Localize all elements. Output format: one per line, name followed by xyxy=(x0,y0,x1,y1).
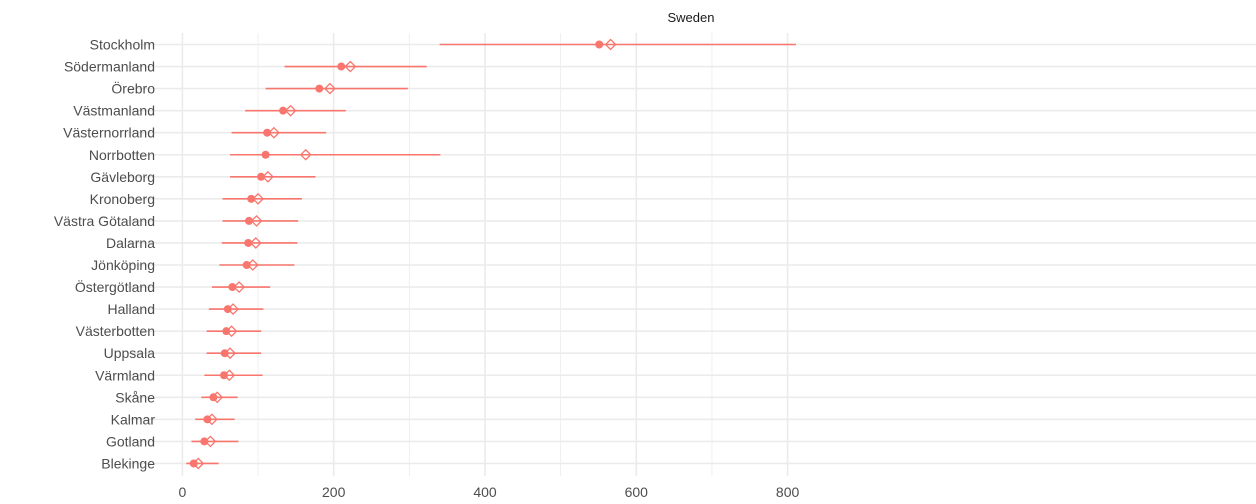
point-estimate-dot xyxy=(257,172,266,181)
x-tick-label: 400 xyxy=(473,484,497,500)
point-estimate-dot xyxy=(200,437,209,446)
x-tick-label: 800 xyxy=(776,484,800,500)
y-tick-label: Västra Götaland xyxy=(54,213,155,229)
point-estimate-dot xyxy=(261,150,270,159)
x-axis-labels: 0 200 400 600 800 xyxy=(179,484,800,500)
plot-marks xyxy=(186,38,796,470)
chart-title: Sweden xyxy=(668,10,715,25)
diamond-estimate-marker xyxy=(246,259,259,271)
grid xyxy=(128,33,1256,476)
diamond-estimate-marker xyxy=(284,104,297,117)
y-tick-label: Östergötland xyxy=(75,278,155,295)
y-tick-label: Blekinge xyxy=(101,455,155,471)
diamond-estimate-marker xyxy=(223,369,236,382)
diamond-estimate-marker xyxy=(224,347,236,360)
diamond-estimate-marker xyxy=(323,82,336,95)
diamond-estimate-marker xyxy=(261,170,274,183)
point-estimate-dot xyxy=(315,84,324,93)
diamond-estimate-marker xyxy=(604,38,617,51)
y-tick-label: Kronoberg xyxy=(90,191,155,207)
point-estimate-dot xyxy=(595,40,604,49)
diamond-estimate-marker xyxy=(344,60,357,73)
x-tick-label: 200 xyxy=(322,484,346,500)
y-tick-label: Norrbotten xyxy=(89,147,155,163)
diamond-estimate-marker xyxy=(299,148,312,161)
point-estimate-dot xyxy=(247,194,256,203)
diamond-estimate-marker xyxy=(233,281,246,293)
y-tick-label: Örebro xyxy=(111,80,155,97)
y-tick-label: Uppsala xyxy=(104,345,156,361)
diamond-estimate-marker xyxy=(225,325,238,338)
point-estimate-dot xyxy=(244,238,253,247)
diamond-estimate-marker xyxy=(227,303,240,316)
x-tick-label: 600 xyxy=(625,484,649,500)
diamond-estimate-marker xyxy=(205,413,218,426)
point-estimate-dot xyxy=(209,393,218,402)
y-tick-label: Västmanland xyxy=(73,103,155,119)
y-tick-label: Värmland xyxy=(95,367,155,383)
y-tick-label: Stockholm xyxy=(90,37,155,53)
y-tick-label: Gotland xyxy=(106,433,155,449)
y-tick-label: Halland xyxy=(108,301,155,317)
diamond-estimate-marker xyxy=(249,237,262,249)
diamond-estimate-marker xyxy=(192,457,205,470)
point-estimate-dot xyxy=(228,283,237,292)
diamond-estimate-marker xyxy=(252,192,264,205)
point-estimate-dot xyxy=(279,106,288,115)
point-estimate-dot xyxy=(242,261,251,269)
y-tick-label: Västernorrland xyxy=(63,125,155,141)
diamond-estimate-marker xyxy=(250,214,263,227)
point-estimate-dot xyxy=(244,216,253,225)
y-tick-label: Södermanland xyxy=(64,59,155,75)
x-tick-label: 0 xyxy=(179,484,187,500)
y-tick-label: Kalmar xyxy=(111,411,156,427)
y-tick-label: Jönköping xyxy=(91,257,155,273)
point-estimate-dot xyxy=(337,62,346,71)
y-tick-label: Gävleborg xyxy=(90,169,155,185)
point-estimate-dot xyxy=(263,128,272,137)
diamond-estimate-marker xyxy=(211,391,224,404)
diamond-estimate-marker xyxy=(204,435,217,448)
diamond-estimate-marker xyxy=(268,126,280,139)
y-tick-label: Skåne xyxy=(115,389,155,405)
y-tick-label: Västerbotten xyxy=(76,323,155,339)
y-tick-label: Dalarna xyxy=(106,235,155,251)
y-axis-labels: Stockholm Södermanland Örebro Västmanland Vä… xyxy=(54,37,155,472)
